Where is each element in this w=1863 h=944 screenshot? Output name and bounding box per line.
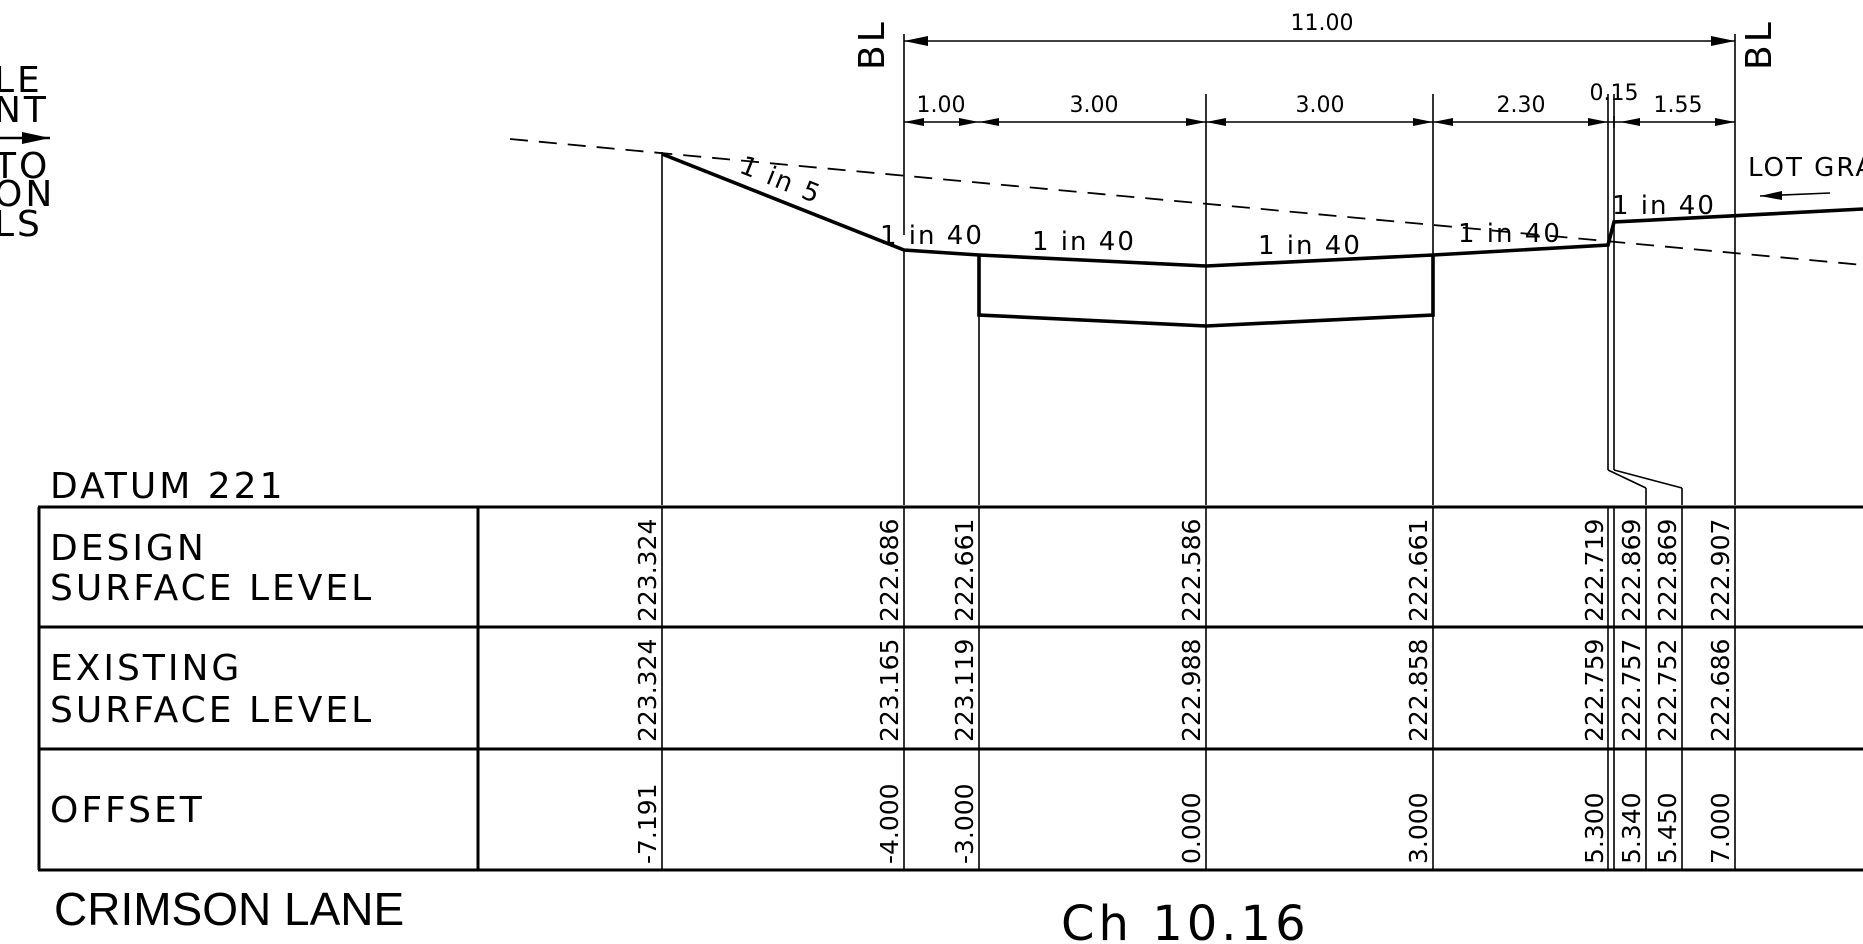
row-offset: OFFSET: [50, 790, 205, 831]
pavement-box: [977, 255, 1435, 328]
row-design-line-1: DESIGN: [50, 528, 207, 569]
segment-dimensions: 1.00 3.00 3.00 2.30 0.15 1.55: [904, 81, 1735, 128]
left-note-line-3: TO: [0, 146, 50, 187]
street-name-title: CRIMSON LANE: [54, 883, 404, 935]
design-value: 222.719: [1580, 519, 1609, 622]
overall-dim-arrow-left: [904, 36, 928, 46]
segment-dim-arrows: [904, 118, 1735, 126]
dim-2: 3.00: [1070, 93, 1119, 118]
left-note-arrow-head: [22, 132, 50, 144]
slope-labels: 1 in 5 1 in 40 1 in 40 1 in 40 1 in 40 1…: [735, 151, 1716, 261]
building-lines: BL BL: [852, 19, 1780, 505]
offset-value: 5.300: [1580, 792, 1609, 864]
slope-2: 1 in 40: [1032, 227, 1136, 257]
lot-grade-arrow-head: [1760, 191, 1782, 200]
row-existing-line-2: SURFACE LEVEL: [50, 690, 374, 731]
design-value: 222.586: [1177, 519, 1206, 622]
offset-value: 3.000: [1404, 792, 1433, 864]
row-existing-line-1: EXISTING: [50, 648, 242, 689]
design-value: 222.907: [1706, 519, 1735, 622]
lot-grade-note: LOT GRA: [1748, 153, 1863, 200]
slope-1: 1 in 40: [880, 221, 984, 251]
left-note-line-5: LS: [0, 204, 43, 245]
column-values: 223.324 223.324 -7.191 222.686 223.165 -…: [633, 519, 1735, 864]
dim-6: 1.55: [1654, 93, 1703, 118]
bl-left-label: BL: [852, 19, 893, 70]
existing-value: 222.752: [1653, 639, 1682, 742]
table-column-lines: [661, 507, 1736, 870]
overall-dim-value: 11.00: [1291, 11, 1354, 36]
overall-dim-arrow-right: [1711, 36, 1735, 46]
slope-3: 1 in 40: [1258, 231, 1362, 261]
existing-ground-line: [509, 138, 1863, 266]
offset-value: 5.340: [1617, 792, 1646, 864]
lot-grade-label: LOT GRA: [1748, 153, 1863, 183]
design-value: 222.869: [1617, 519, 1646, 622]
dim-1: 1.00: [917, 93, 966, 118]
left-note-line-2: NT: [0, 90, 49, 131]
offset-value: 7.000: [1706, 792, 1735, 864]
row-design-line-2: SURFACE LEVEL: [50, 568, 374, 609]
dim-4: 2.30: [1497, 93, 1546, 118]
offset-value: -4.000: [875, 783, 904, 864]
slope-5: 1 in 40: [1612, 191, 1716, 221]
left-note: LE NT TO ON LS: [0, 60, 55, 245]
slope-4: 1 in 40: [1458, 219, 1562, 249]
overall-dimension: 11.00: [904, 11, 1735, 46]
design-value: 222.661: [950, 519, 979, 622]
existing-value: 222.988: [1177, 639, 1206, 742]
existing-value: 222.757: [1617, 639, 1646, 742]
offset-value: -3.000: [950, 783, 979, 864]
dim-3: 3.00: [1296, 93, 1345, 118]
level-table: DESIGN SURFACE LEVEL EXISTING SURFACE LE…: [37, 505, 1863, 872]
design-value: 223.324: [633, 519, 662, 622]
design-value: 222.869: [1653, 519, 1682, 622]
existing-value: 222.858: [1404, 639, 1433, 742]
offset-value: 5.450: [1653, 792, 1682, 864]
left-note-line-1: LE: [0, 60, 43, 101]
datum-label: DATUM 221: [50, 466, 285, 507]
existing-value: 223.165: [875, 639, 904, 742]
offset-verticals: [661, 94, 1683, 505]
existing-value: 223.324: [633, 639, 662, 742]
design-value: 222.686: [875, 519, 904, 622]
design-surface-profile: [661, 152, 1863, 328]
existing-value: 223.119: [950, 639, 979, 742]
existing-value: 222.686: [1706, 639, 1735, 742]
offset-value: -7.191: [633, 783, 662, 864]
offset-value: 0.000: [1177, 792, 1206, 864]
design-value: 222.661: [1404, 519, 1433, 622]
left-note-line-4: ON: [0, 174, 55, 215]
bl-right-label: BL: [1739, 19, 1780, 70]
chainage-label: Ch 10.16: [1061, 896, 1310, 944]
existing-value: 222.759: [1580, 639, 1609, 742]
